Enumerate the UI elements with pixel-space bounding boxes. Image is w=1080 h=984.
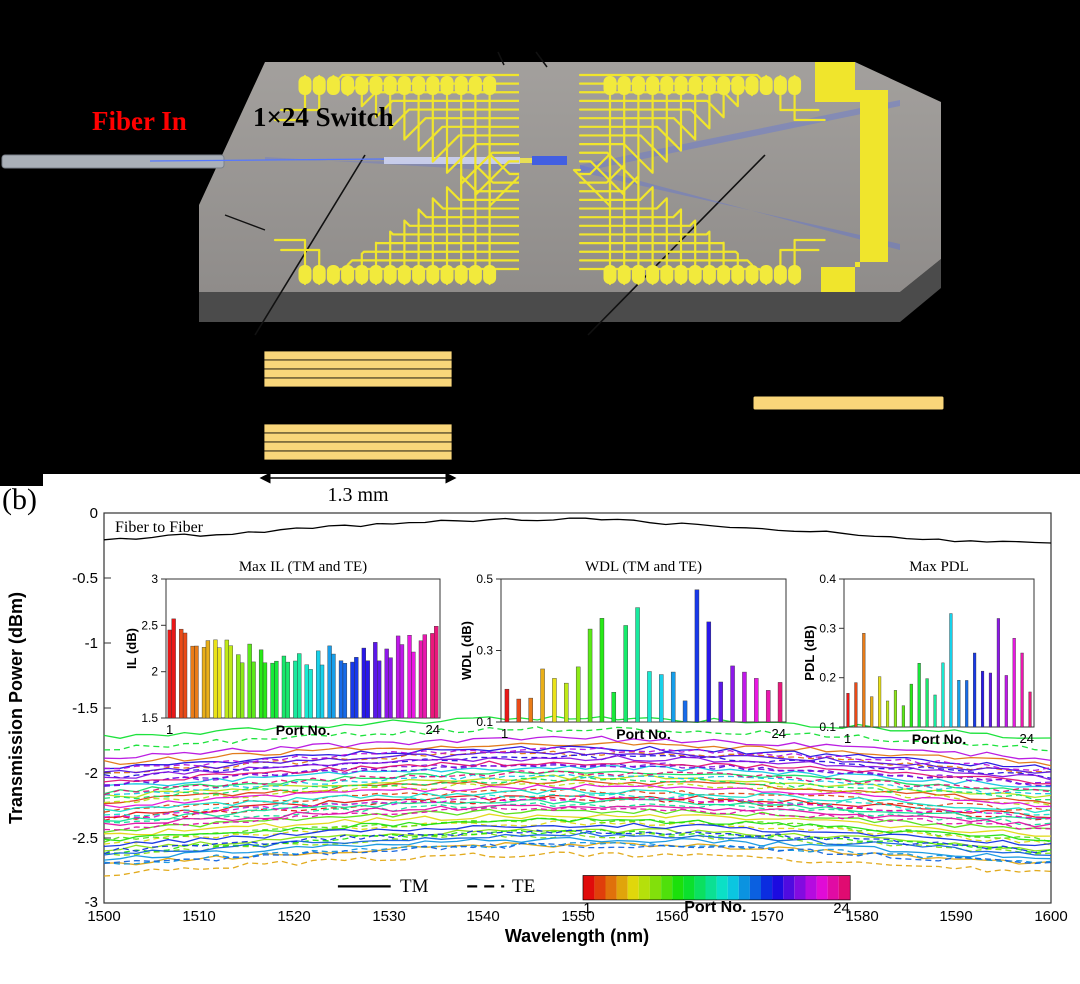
- svg-text:0: 0: [90, 505, 98, 522]
- svg-text:WDL (dB): WDL (dB): [459, 621, 474, 680]
- svg-text:0.4: 0.4: [819, 572, 836, 586]
- svg-text:0.1: 0.1: [819, 720, 836, 734]
- svg-text:0.5: 0.5: [476, 572, 493, 586]
- svg-text:Port No.: Port No.: [276, 722, 330, 738]
- svg-text:1580: 1580: [845, 908, 878, 925]
- svg-text:2.5: 2.5: [141, 618, 158, 632]
- svg-text:1.3 mm: 1.3 mm: [327, 484, 389, 506]
- svg-text:-1: -1: [85, 635, 98, 652]
- svg-text:Port No.: Port No.: [684, 899, 746, 916]
- svg-text:Max PDL: Max PDL: [909, 559, 969, 575]
- svg-text:TM: TM: [400, 876, 429, 897]
- svg-text:TE: TE: [512, 876, 535, 897]
- svg-text:IL (dB): IL (dB): [124, 628, 139, 669]
- svg-text:1: 1: [844, 731, 851, 746]
- svg-text:1: 1: [583, 900, 591, 917]
- svg-text:1530: 1530: [372, 908, 405, 925]
- svg-text:3: 3: [151, 572, 158, 586]
- svg-text:WDL (TM and TE): WDL (TM and TE): [585, 559, 702, 575]
- svg-text:1540: 1540: [466, 908, 499, 925]
- svg-text:1.5: 1.5: [141, 711, 158, 725]
- svg-text:Transmission Power (dBm): Transmission Power (dBm): [6, 592, 26, 824]
- svg-text:1590: 1590: [939, 908, 972, 925]
- svg-text:1: 1: [166, 722, 173, 737]
- svg-text:2: 2: [151, 665, 158, 679]
- svg-text:(b): (b): [2, 483, 37, 516]
- svg-text:PDL (dB): PDL (dB): [802, 625, 817, 680]
- svg-text:Port No.: Port No.: [912, 731, 966, 747]
- svg-text:24: 24: [772, 726, 786, 741]
- svg-text:1500: 1500: [87, 908, 120, 925]
- svg-text:1510: 1510: [182, 908, 215, 925]
- svg-text:1570: 1570: [750, 908, 783, 925]
- svg-text:Wavelength (nm): Wavelength (nm): [505, 926, 649, 946]
- svg-text:1: 1: [501, 726, 508, 741]
- svg-text:-2.5: -2.5: [72, 830, 98, 847]
- svg-text:Port No.: Port No.: [616, 726, 670, 742]
- svg-text:24: 24: [426, 722, 440, 737]
- svg-text:Fiber In: Fiber In: [92, 106, 187, 136]
- svg-text:Max IL (TM and TE): Max IL (TM and TE): [239, 559, 367, 575]
- svg-text:0.3: 0.3: [476, 644, 493, 658]
- svg-text:24: 24: [1020, 731, 1034, 746]
- svg-text:24: 24: [833, 900, 850, 917]
- svg-text:0.1: 0.1: [476, 715, 493, 729]
- svg-text:0.3: 0.3: [819, 621, 836, 635]
- svg-text:Fiber to Fiber: Fiber to Fiber: [115, 519, 204, 536]
- svg-text:1520: 1520: [277, 908, 310, 925]
- svg-text:-1.5: -1.5: [72, 700, 98, 717]
- svg-text:1600: 1600: [1034, 908, 1067, 925]
- svg-text:-2: -2: [85, 765, 98, 782]
- svg-text:1×24 Switch: 1×24 Switch: [253, 102, 394, 132]
- svg-text:0.2: 0.2: [819, 671, 836, 685]
- svg-text:-0.5: -0.5: [72, 570, 98, 587]
